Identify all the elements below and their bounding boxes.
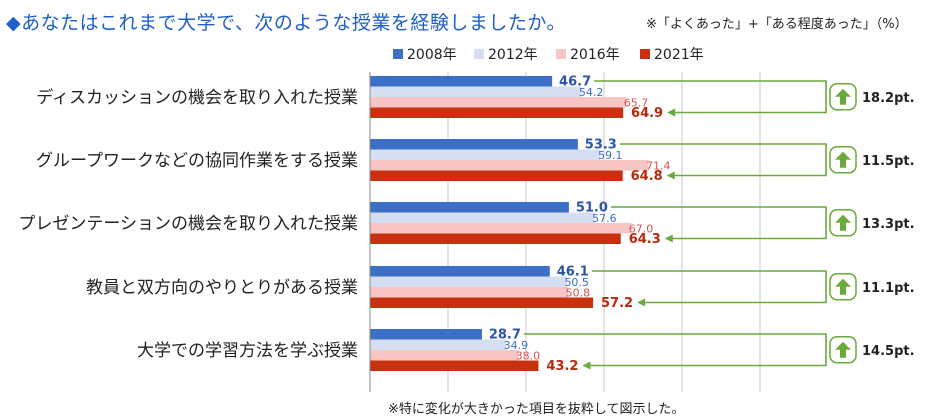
connector-arrowhead: [664, 234, 673, 243]
bar: [370, 276, 567, 287]
footnote: ※特に変化が大きかった項目を抜粋して図示した。: [388, 402, 685, 417]
data-label: 59.1: [598, 149, 623, 162]
bar: [370, 233, 621, 244]
bar: [370, 170, 623, 181]
chart-title: ◆あなたはこれまで大学で、次のような授業を経験しましたか。: [6, 12, 566, 34]
change-connector: [591, 270, 827, 304]
category-label: グループワークなどの協同作業をする授業: [36, 151, 358, 171]
bar: [370, 97, 627, 108]
bar: [370, 360, 539, 371]
legend-swatch: [474, 49, 484, 59]
data-label: 64.3: [629, 232, 661, 247]
connector-arrowhead: [637, 298, 646, 307]
data-label: 28.7: [489, 328, 521, 343]
data-label: 57.6: [592, 212, 617, 225]
bar: [370, 149, 601, 160]
up-arrow-icon: [835, 278, 851, 295]
data-label: 38.0: [516, 350, 541, 363]
up-arrow-icon: [835, 341, 851, 358]
change-annotation: 18.2pt.: [862, 91, 915, 106]
legend-label: 2016年: [570, 47, 620, 63]
data-label: 65.7: [624, 97, 649, 110]
connector-arrowhead: [666, 171, 675, 180]
change-connector: [594, 80, 827, 114]
bar: [370, 223, 632, 234]
legend-swatch: [556, 49, 566, 59]
data-label: 43.2: [546, 359, 578, 374]
data-label: 46.1: [557, 265, 589, 280]
change-annotation: 11.1pt.: [862, 281, 915, 296]
data-label: 64.9: [631, 106, 663, 121]
legend-label: 2021年: [654, 47, 704, 63]
legend-swatch: [393, 49, 403, 59]
bar: [370, 107, 624, 118]
connector-arrowhead: [582, 361, 591, 370]
legend-label: 2008年: [407, 47, 457, 63]
bar: [370, 212, 595, 223]
bar: [370, 76, 553, 87]
change-connector: [619, 143, 827, 177]
change-annotation: 13.3pt.: [862, 217, 915, 232]
change-connector: [523, 333, 827, 367]
bar: [370, 287, 569, 298]
up-arrow-icon: [835, 214, 851, 231]
up-arrow-icon: [835, 151, 851, 168]
bar: [370, 139, 578, 150]
change-annotation: 11.5pt.: [862, 154, 915, 169]
data-label: 50.5: [564, 276, 589, 289]
bar: [370, 350, 519, 361]
legend-label: 2012年: [488, 47, 538, 63]
legend-swatch: [640, 49, 650, 59]
bar: [370, 160, 649, 171]
bar: [370, 266, 550, 277]
bar: [370, 339, 507, 350]
data-label: 46.7: [559, 75, 591, 90]
change-connector: [610, 206, 827, 240]
bar: [370, 86, 582, 97]
data-label: 51.0: [576, 201, 608, 216]
data-label: 64.8: [631, 169, 663, 184]
connector-arrowhead: [667, 108, 676, 117]
data-label: 57.2: [601, 296, 633, 311]
data-label: 71.4: [646, 160, 671, 173]
bar: [370, 297, 594, 308]
data-label: 50.8: [566, 287, 591, 300]
category-label: ディスカッションの機会を取り入れた授業: [36, 87, 358, 108]
up-arrow-icon: [835, 88, 851, 105]
bar: [370, 329, 482, 340]
data-label: 53.3: [585, 138, 617, 153]
category-label: プレゼンテーションの機会を取り入れた授業: [18, 214, 358, 234]
category-label: 大学での学習方法を学ぶ授業: [137, 341, 358, 361]
data-label: 67.0: [629, 223, 654, 236]
data-label: 34.9: [504, 339, 529, 352]
category-label: 教員と双方向のやりとりがある授業: [86, 278, 358, 298]
data-label: 54.2: [579, 86, 604, 99]
bar: [370, 202, 569, 213]
unit-note: ※「よくあった」+「ある程度あった」（%）: [646, 17, 908, 32]
change-annotation: 14.5pt.: [862, 344, 915, 359]
